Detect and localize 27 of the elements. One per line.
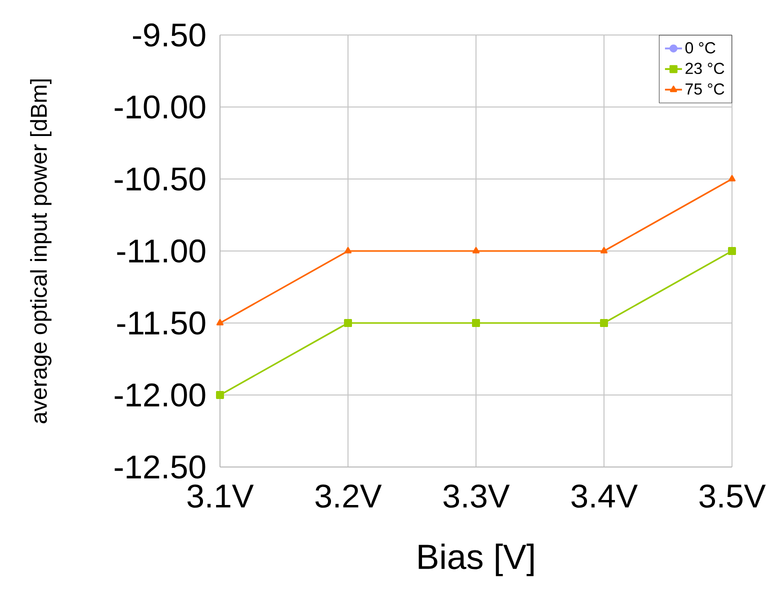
legend-label: 23 °C [686,62,724,74]
point [216,319,224,326]
point [216,391,224,399]
x-tick-label: 3.2V [315,484,382,508]
y-tick-label: -11.00 [117,239,206,263]
y-tick-label: -10.50 [114,167,206,191]
x-tick-label: 3.1V [187,484,254,508]
legend-label: 75 °C [686,83,724,95]
point [344,247,352,254]
x-tick-label: 3.4V [571,484,638,508]
point [472,247,480,254]
point [600,247,608,254]
y-axis-title: average optical input power [dBm] [30,79,52,424]
y-tick-label: -12.50 [114,455,206,479]
x-tick-label: 3.5V [699,484,766,508]
point [728,247,736,255]
y-tick-label: -9.50 [133,23,206,47]
legend-label: 0 °C [685,42,716,54]
point [472,319,480,327]
point [728,175,736,182]
y-tick-label: -10.00 [114,95,206,119]
y-tick-label: -12.00 [114,383,206,407]
x-axis-title: Bias [V] [418,544,534,576]
point [600,319,608,327]
point [344,319,352,327]
y-tick-label: -11.50 [117,311,206,335]
x-tick-label: 3.3V [443,484,510,508]
